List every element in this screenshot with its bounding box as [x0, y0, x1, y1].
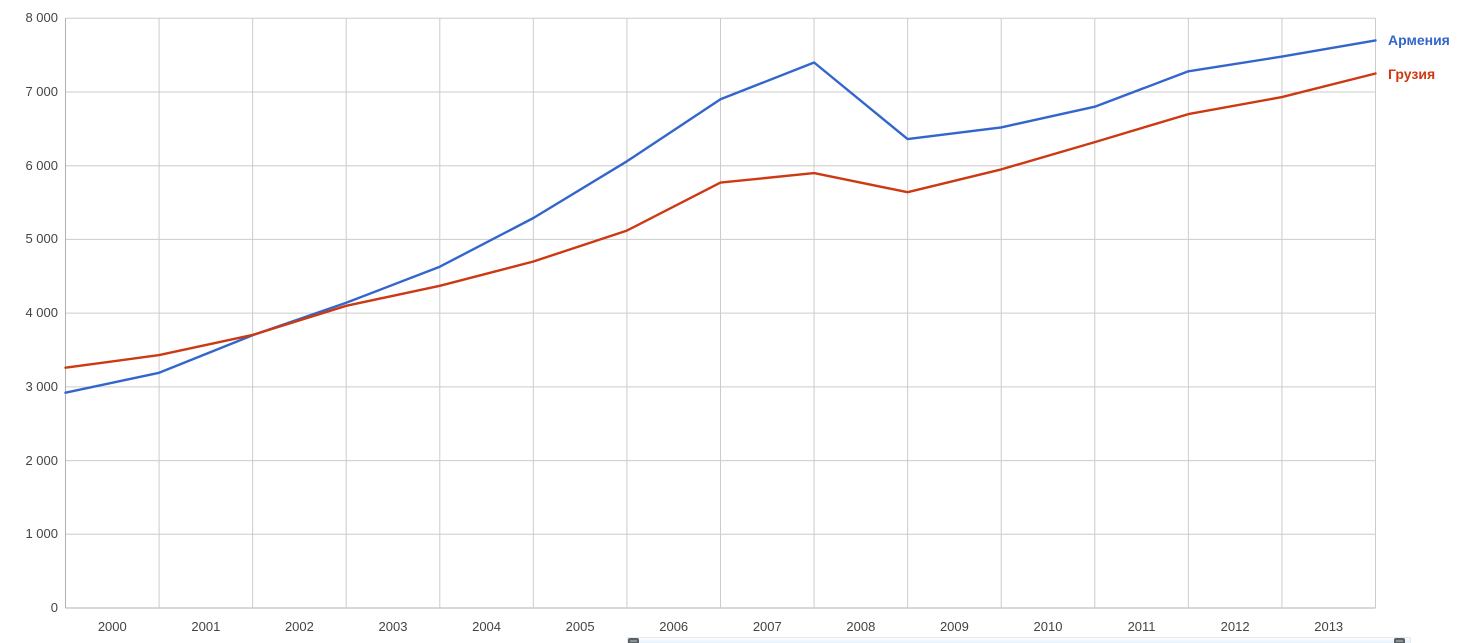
y-tick-label: 5 000 — [25, 231, 58, 247]
x-tick-label: 2009 — [939, 619, 969, 634]
y-tick-label: 0 — [50, 600, 58, 615]
x-tick-label: 2001 — [191, 619, 221, 634]
time-scrollbar-track[interactable] — [627, 637, 1411, 643]
x-tick-label: 2013 — [1314, 619, 1344, 634]
x-tick-label: 2008 — [846, 619, 876, 634]
x-tick-label: 2005 — [565, 619, 595, 634]
scrollbar-left-handle[interactable] — [628, 638, 639, 643]
x-tick-label: 2000 — [97, 619, 127, 634]
y-tick-label: 3 000 — [25, 378, 58, 394]
y-tick-label: 7 000 — [25, 83, 58, 99]
x-tick-label: 2004 — [472, 619, 502, 634]
x-tick-label: 2006 — [659, 619, 689, 634]
legend-item-0[interactable]: Армения — [1388, 32, 1450, 49]
y-tick-label: 1 000 — [25, 526, 58, 542]
x-tick-label: 2012 — [1220, 619, 1250, 634]
y-tick-label: 8 000 — [25, 10, 58, 26]
x-tick-label: 2011 — [1127, 619, 1156, 634]
y-tick-label: 2 000 — [25, 452, 58, 468]
x-tick-label: 2002 — [284, 619, 314, 634]
x-tick-label: 2007 — [752, 619, 782, 634]
series-line-1[interactable] — [64, 72, 1377, 369]
legend-item-1[interactable]: Грузия — [1388, 65, 1436, 82]
x-tick-label: 2010 — [1033, 619, 1063, 634]
x-tick-label: 2003 — [378, 619, 408, 634]
y-tick-label: 4 000 — [25, 305, 58, 321]
scrollbar-right-handle[interactable] — [1394, 638, 1405, 643]
y-tick-label: 6 000 — [25, 157, 58, 173]
